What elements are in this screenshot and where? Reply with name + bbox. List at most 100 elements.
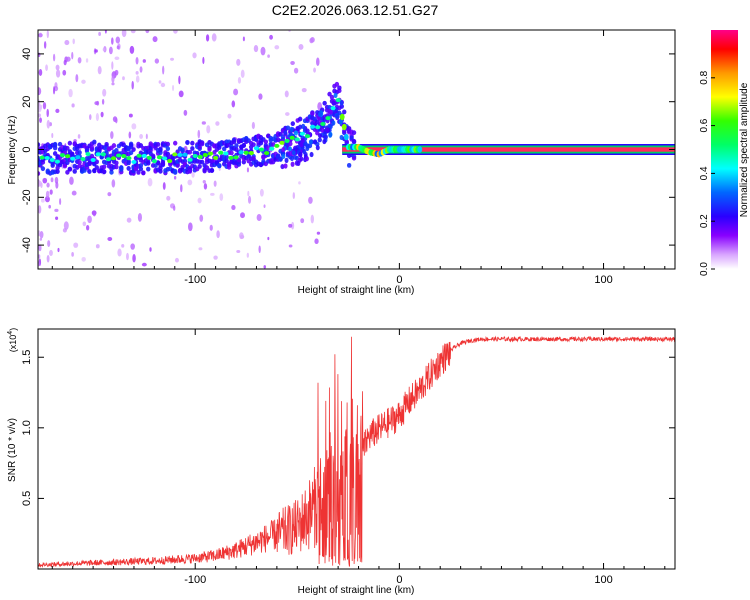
spectrogram-band-cell (283, 130, 288, 136)
spectrogram-y-tick-label: 0 (21, 146, 33, 152)
spectrogram-band-cell (287, 150, 292, 157)
spectrogram-noise-cell (111, 82, 115, 86)
spectrogram-noise-cell (251, 121, 255, 130)
spectrogram-noise-cell (187, 222, 193, 232)
snr-y-tick-label: 1.5 (21, 350, 33, 365)
spectrogram-noise-cell (102, 88, 107, 97)
spectrogram-band-cell (55, 169, 60, 174)
spectrogram-noise-cell (72, 38, 75, 45)
spectrogram-y-tick-label: 40 (21, 48, 33, 60)
spectrogram-noise-cell (258, 93, 263, 100)
spectrogram-noise-cell (152, 36, 158, 43)
spectrogram-band-cell (114, 148, 119, 153)
spectrogram-x-tick-label: 100 (594, 274, 612, 286)
spectrogram-band-cell (309, 151, 314, 158)
spectrogram-core-cell (141, 153, 147, 158)
spectrogram-noise-cell (82, 221, 87, 227)
spectrogram-core-cell (44, 155, 50, 160)
spectrogram-band-cell (293, 130, 298, 136)
spectrogram-noise-cell (215, 121, 220, 126)
spectrogram-noise-cell (69, 176, 74, 185)
spectrogram-band-cell (173, 168, 178, 174)
spectrogram-noise-cell (44, 195, 50, 203)
colorbar-tick-label: 0.2 (699, 214, 710, 228)
spectrogram-band-cell (315, 145, 320, 151)
spectrogram-band-cell (251, 156, 256, 161)
spectrogram-band-cell (40, 166, 46, 172)
spectrogram-noise-cell (198, 247, 203, 251)
spectrogram-y-tick-label: 20 (21, 96, 33, 108)
spectrogram-core-cell (172, 152, 178, 157)
spectrogram-noise-cell (129, 45, 135, 54)
spectrogram-noise-cell (137, 212, 142, 222)
spectrogram-core-cell (279, 140, 285, 145)
spectrogram-band-cell (320, 127, 325, 133)
spectrogram-band-cell (328, 132, 333, 138)
spectrogram-noise-cell (173, 205, 176, 211)
spectrogram-band-cell (217, 145, 222, 150)
snr-x-axis-label: Height of straight line (km) (298, 585, 415, 596)
spectrogram-band-cell (94, 159, 100, 165)
spectrogram-band-cell (346, 162, 352, 168)
spectrogram-noise-cell (131, 80, 134, 90)
spectrogram-noise-cell (40, 198, 45, 203)
snr-plot-area (38, 335, 675, 568)
spectrogram-core-cell (299, 131, 305, 136)
spectrogram-noise-cell (92, 212, 96, 217)
spectrogram-core-cell (177, 152, 183, 157)
spectrogram-noise-cell (39, 237, 43, 241)
spectrogram-band-cell (173, 140, 178, 146)
spectrogram-noise-cell (162, 65, 165, 75)
spectrogram-core-cell (49, 157, 55, 162)
spectrogram-noise-cell (135, 71, 139, 75)
spectrogram-core-cell (253, 146, 260, 151)
spectrogram-band-cell (234, 143, 239, 149)
spectrogram-band-cell (197, 164, 202, 169)
spectrogram-noise-cell (247, 190, 250, 197)
spectrogram-band-cell (224, 154, 229, 160)
spectrogram-noise-cell (298, 43, 304, 50)
spectrogram-noise-cell (108, 46, 113, 55)
spectrogram-noise-cell (236, 249, 241, 253)
spectrogram-core-cell (304, 134, 311, 139)
colorbar-gradient (711, 30, 738, 269)
spectrogram-core-cell (197, 154, 203, 159)
spectrogram-band-cell (231, 139, 237, 145)
spectrogram-core-cell (70, 156, 76, 161)
spectrogram-noise-cell (162, 182, 166, 190)
spectrogram-noise-cell (77, 134, 81, 139)
spectrogram-core-cell (156, 155, 163, 160)
spectrogram-core-cell (54, 159, 60, 164)
spectrogram-band-cell (128, 142, 134, 148)
spectrogram-noise-cell (54, 208, 59, 213)
spectrogram-noise-cell (202, 179, 206, 184)
spectrogram-noise-cell (126, 252, 129, 261)
spectrogram-core-cell (182, 152, 188, 157)
spectrogram-core-cell (238, 150, 244, 155)
spectrogram-noise-cell (202, 56, 205, 65)
spectrogram-noise-cell (114, 69, 119, 76)
spectrogram-band-cell (305, 128, 310, 134)
spectrogram-core-cell (325, 116, 331, 121)
spectrogram-band-cell (308, 139, 313, 145)
spectrogram-band-cell (187, 169, 193, 174)
spectrogram-noise-cell (98, 31, 101, 37)
spectrogram-band-cell (349, 135, 354, 141)
spectrogram-noise-cell (142, 59, 146, 63)
spectrogram-noise-cell (236, 58, 241, 66)
spectrogram-transition-cell (339, 113, 345, 121)
spectrogram-band-cell (281, 146, 286, 153)
spectrogram-noise-cell (59, 198, 62, 205)
spectrogram-noise-cell (260, 46, 266, 56)
spectrogram-band-cell (104, 141, 109, 147)
spectrogram-noise-cell (132, 254, 136, 263)
spectrogram-band-cell (138, 166, 144, 172)
spectrogram-noise-cell (130, 243, 135, 250)
spectrogram-core-cell (110, 156, 117, 161)
spectrogram-band-cell (217, 163, 222, 168)
spectrogram-noise-cell (288, 223, 293, 228)
spectrogram-noise-cell (71, 51, 74, 60)
spectrogram-noise-cell (121, 243, 125, 248)
spectrogram-core-cell (335, 98, 341, 103)
spectrogram-noise-cell (173, 30, 178, 34)
